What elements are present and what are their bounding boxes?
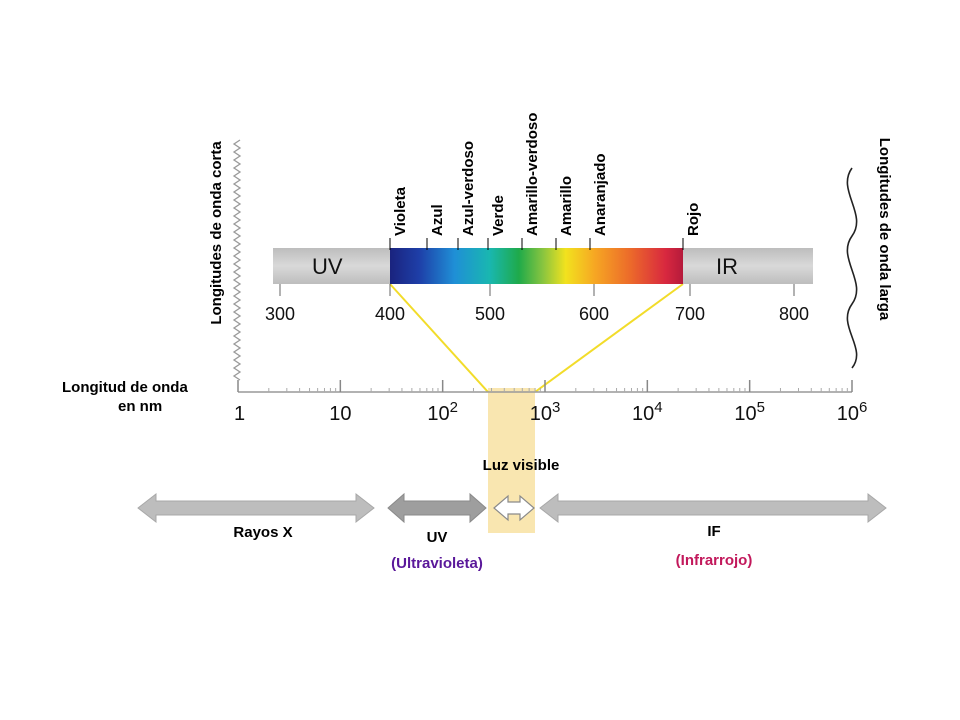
nm-tick-label: 300 <box>265 304 295 324</box>
log-tick-label: 106 <box>837 399 868 425</box>
uv-band-label: UV <box>312 254 343 279</box>
log-tick-base: 10 <box>734 403 756 425</box>
nm-tick-label: 500 <box>475 304 505 324</box>
uv-gray-band <box>273 248 390 284</box>
log-tick-base: 10 <box>530 403 552 425</box>
log-tick-exponent: 6 <box>859 399 867 416</box>
log-axis-ticks: 1 10 102 103 104 105 106 <box>234 380 867 425</box>
color-label: Violeta <box>392 186 409 236</box>
visible-range-arrow <box>493 494 535 522</box>
log-tick-exponent: 4 <box>654 399 662 416</box>
xray-range-arrow <box>137 492 375 524</box>
ir-band-label: IR <box>716 254 738 279</box>
log-tick-exponent: 3 <box>552 399 560 416</box>
projection-line-left <box>389 283 489 393</box>
uv-range-label: UV <box>427 529 448 546</box>
ir-range-label: IF <box>707 523 720 540</box>
wavelength-label-line2: en nm <box>118 398 162 415</box>
nm-tick-label: 400 <box>375 304 405 324</box>
log-tick-label: 103 <box>530 399 561 425</box>
ir-range-arrow <box>539 492 887 524</box>
color-label: Verde <box>490 195 507 236</box>
nm-tick-label: 600 <box>579 304 609 324</box>
visible-spectrum-gradient <box>390 248 683 284</box>
nm-tick-label: 700 <box>675 304 705 324</box>
nm-tick-labels: 300 400 500 600 700 800 <box>265 284 809 324</box>
log-tick-exponent: 5 <box>757 399 765 416</box>
uv-range-subtitle: (Ultravioleta) <box>391 555 483 572</box>
long-waves-label: Longitudes de onda larga <box>876 138 893 321</box>
color-labels: Violeta Azul Azul-verdoso Verde Amarillo-ver… <box>389 113 702 250</box>
log-tick-base: 10 <box>329 403 351 425</box>
projection-line-right <box>534 283 684 393</box>
log-tick-base: 1 <box>234 403 245 425</box>
log-tick-label: 104 <box>632 399 663 425</box>
log-tick-base: 10 <box>427 403 449 425</box>
xray-label: Rayos X <box>233 524 292 541</box>
short-wave-icon <box>232 139 242 381</box>
color-label: Rojo <box>685 203 702 236</box>
log-tick-label: 102 <box>427 399 458 425</box>
long-wave-icon <box>846 167 858 369</box>
color-label: Amarillo <box>558 176 575 236</box>
log-tick-label: 10 <box>329 403 351 425</box>
color-label: Azul-verdoso <box>460 141 477 236</box>
log-tick-label: 105 <box>734 399 765 425</box>
color-label: Anaranjado <box>592 153 609 236</box>
nm-tick-label: 800 <box>779 304 809 324</box>
uv-range-arrow <box>387 492 487 524</box>
color-label: Azul <box>429 204 446 236</box>
log-tick-base: 10 <box>837 403 859 425</box>
visible-light-label: Luz visible <box>483 457 560 474</box>
ir-gray-band <box>683 248 813 284</box>
short-waves-label: Longitudes de onda corta <box>208 141 225 325</box>
ir-range-subtitle: (Infrarrojo) <box>676 552 753 569</box>
log-tick-label: 1 <box>234 403 245 425</box>
log-tick-exponent: 2 <box>450 399 458 416</box>
wavelength-label-line1: Longitud de onda <box>62 379 188 396</box>
log-tick-base: 10 <box>632 403 654 425</box>
log-axis-minor-ticks <box>268 388 848 392</box>
color-label: Amarillo-verdoso <box>524 113 541 236</box>
